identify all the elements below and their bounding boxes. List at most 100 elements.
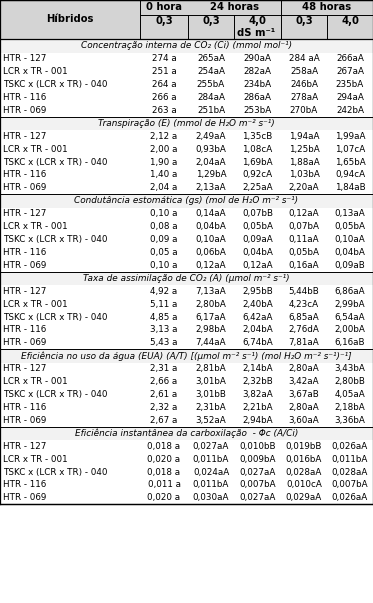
Text: 0,10 a: 0,10 a bbox=[150, 209, 178, 218]
Text: 2,94bA: 2,94bA bbox=[242, 415, 273, 425]
Text: 0,011bA: 0,011bA bbox=[193, 481, 229, 489]
Text: 0,12aA: 0,12aA bbox=[289, 209, 319, 218]
Text: 2,18bA: 2,18bA bbox=[335, 403, 366, 412]
Text: 5,44bB: 5,44bB bbox=[289, 287, 319, 296]
Text: 0,024aA: 0,024aA bbox=[193, 467, 229, 476]
Text: LCR x TR - 001: LCR x TR - 001 bbox=[3, 67, 68, 76]
Text: 0,011bA: 0,011bA bbox=[332, 455, 368, 464]
Text: HTR - 116: HTR - 116 bbox=[3, 481, 46, 489]
Text: 0,011bA: 0,011bA bbox=[193, 455, 229, 464]
Text: 2,21bA: 2,21bA bbox=[242, 403, 273, 412]
Text: 3,60aA: 3,60aA bbox=[289, 415, 319, 425]
Text: 1,94aA: 1,94aA bbox=[289, 132, 319, 141]
Bar bbox=[0, 143, 373, 156]
Text: 1,69bA: 1,69bA bbox=[242, 157, 273, 166]
Text: 3,43bA: 3,43bA bbox=[335, 364, 366, 373]
Text: 24 horas: 24 horas bbox=[210, 2, 259, 13]
Bar bbox=[0, 233, 373, 246]
Text: 253bA: 253bA bbox=[243, 106, 272, 115]
Text: HTR - 127: HTR - 127 bbox=[3, 54, 46, 63]
Text: 0,07bA: 0,07bA bbox=[288, 222, 320, 231]
Text: 1,25bA: 1,25bA bbox=[289, 145, 319, 154]
Text: 0,10 a: 0,10 a bbox=[150, 260, 178, 270]
Text: 2,04 a: 2,04 a bbox=[150, 183, 178, 192]
Text: 286aA: 286aA bbox=[244, 93, 272, 102]
Text: 0,030aA: 0,030aA bbox=[193, 493, 229, 502]
Text: 2,04bA: 2,04bA bbox=[242, 325, 273, 334]
Text: 4,92 a: 4,92 a bbox=[150, 287, 178, 296]
Text: 2,31bA: 2,31bA bbox=[195, 403, 226, 412]
Text: 284aA: 284aA bbox=[197, 93, 225, 102]
Text: 3,01bB: 3,01bB bbox=[195, 390, 226, 399]
Text: 255bA: 255bA bbox=[197, 80, 225, 89]
Text: 0,94cA: 0,94cA bbox=[335, 170, 365, 179]
Text: 0,028aA: 0,028aA bbox=[332, 467, 368, 476]
Text: 0,08 a: 0,08 a bbox=[150, 222, 178, 231]
Text: 0,10aA: 0,10aA bbox=[195, 235, 226, 244]
Bar bbox=[0, 311, 373, 323]
Text: 6,42aA: 6,42aA bbox=[242, 312, 273, 321]
Text: 0,016bA: 0,016bA bbox=[286, 455, 322, 464]
Bar bbox=[0, 39, 373, 52]
Bar bbox=[0, 104, 373, 116]
Text: 0,018 a: 0,018 a bbox=[147, 442, 181, 451]
Text: 6,85aA: 6,85aA bbox=[289, 312, 319, 321]
Bar bbox=[0, 491, 373, 504]
Text: 0,93bA: 0,93bA bbox=[195, 145, 226, 154]
Text: 2,66 a: 2,66 a bbox=[150, 377, 178, 386]
Text: Condutância estomática (gs) (mol de H₂O m⁻² s⁻¹): Condutância estomática (gs) (mol de H₂O … bbox=[75, 196, 298, 205]
Text: 0,92cA: 0,92cA bbox=[242, 170, 273, 179]
Bar bbox=[0, 220, 373, 233]
Text: 0,010bB: 0,010bB bbox=[239, 442, 276, 451]
Text: 251 a: 251 a bbox=[152, 67, 176, 76]
Text: 2,25aA: 2,25aA bbox=[242, 183, 273, 192]
Text: 2,32 a: 2,32 a bbox=[150, 403, 178, 412]
Text: 264 a: 264 a bbox=[152, 80, 176, 89]
Text: 1,08cA: 1,08cA bbox=[242, 145, 273, 154]
Text: 0,04bA: 0,04bA bbox=[335, 248, 366, 257]
Text: LCR x TR - 001: LCR x TR - 001 bbox=[3, 300, 68, 309]
Bar bbox=[0, 194, 373, 207]
Text: 6,17aA: 6,17aA bbox=[196, 312, 226, 321]
Bar bbox=[0, 91, 373, 104]
Text: 7,44aA: 7,44aA bbox=[196, 338, 226, 347]
Bar bbox=[0, 271, 373, 285]
Text: 0,05bA: 0,05bA bbox=[288, 248, 320, 257]
Text: 1,65bA: 1,65bA bbox=[335, 157, 366, 166]
Text: 2,61 a: 2,61 a bbox=[150, 390, 178, 399]
Text: HTR - 069: HTR - 069 bbox=[3, 106, 46, 115]
Text: 0,3: 0,3 bbox=[295, 16, 313, 27]
Text: 6,16aB: 6,16aB bbox=[335, 338, 365, 347]
Bar bbox=[0, 349, 373, 362]
Text: HTR - 069: HTR - 069 bbox=[3, 183, 46, 192]
Text: 235bA: 235bA bbox=[336, 80, 364, 89]
Text: 3,13 a: 3,13 a bbox=[150, 325, 178, 334]
Bar bbox=[0, 156, 373, 168]
Text: TSKC x (LCR x TR) - 040: TSKC x (LCR x TR) - 040 bbox=[3, 390, 107, 399]
Text: 0,029aA: 0,029aA bbox=[286, 493, 322, 502]
Text: 6,54aA: 6,54aA bbox=[335, 312, 365, 321]
Text: 48 horas: 48 horas bbox=[303, 2, 352, 13]
Text: 1,29bA: 1,29bA bbox=[196, 170, 226, 179]
Text: 246bA: 246bA bbox=[290, 80, 318, 89]
Text: 2,80aA: 2,80aA bbox=[289, 364, 319, 373]
Text: 5,11 a: 5,11 a bbox=[150, 300, 178, 309]
Text: 6,74bA: 6,74bA bbox=[242, 338, 273, 347]
Text: 2,80aA: 2,80aA bbox=[289, 403, 319, 412]
Text: 267aA: 267aA bbox=[336, 67, 364, 76]
Text: 3,42aA: 3,42aA bbox=[289, 377, 319, 386]
Text: 0,026aA: 0,026aA bbox=[332, 442, 368, 451]
Text: 2,98bA: 2,98bA bbox=[195, 325, 226, 334]
Text: HTR - 116: HTR - 116 bbox=[3, 325, 46, 334]
Text: Transpiração (E) (mmol de H₂O m⁻² s⁻¹): Transpiração (E) (mmol de H₂O m⁻² s⁻¹) bbox=[98, 119, 275, 128]
Text: 0,019bB: 0,019bB bbox=[286, 442, 322, 451]
Bar bbox=[0, 426, 373, 440]
Bar bbox=[0, 388, 373, 401]
Text: Eficiência no uso da água (EUA) (A/T) [(μmol m⁻² s⁻¹) (mol H₂O m⁻² s⁻¹)⁻¹]: Eficiência no uso da água (EUA) (A/T) [(… bbox=[21, 351, 352, 361]
Bar bbox=[0, 65, 373, 78]
Bar bbox=[0, 414, 373, 426]
Text: 274 a: 274 a bbox=[152, 54, 176, 63]
Text: 0 hora: 0 hora bbox=[146, 2, 182, 13]
Text: 0,12aA: 0,12aA bbox=[196, 260, 226, 270]
Bar bbox=[0, 336, 373, 349]
